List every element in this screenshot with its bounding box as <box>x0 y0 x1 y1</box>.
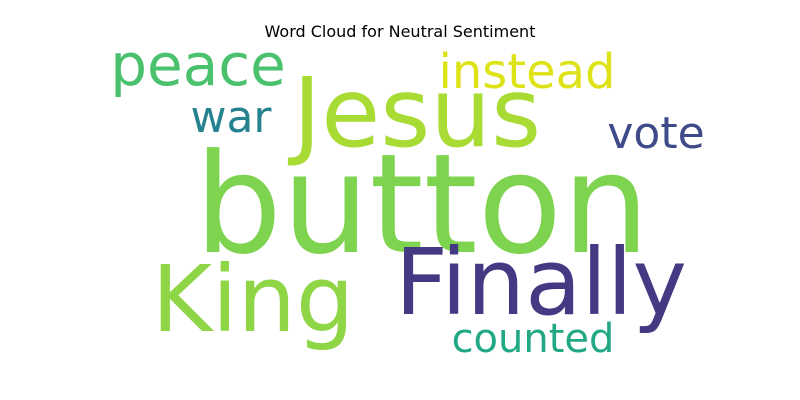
word-button: button <box>194 124 649 285</box>
figure-title: Word Cloud for Neutral Sentiment <box>264 22 536 41</box>
word-vote: vote <box>607 108 704 159</box>
word-counted: counted <box>452 316 615 362</box>
word-peace: peace <box>110 31 286 99</box>
word-war: war <box>190 92 272 143</box>
word-king: King <box>152 246 355 353</box>
word-jesus: Jesus <box>288 57 541 169</box>
word-finally: Finally <box>395 229 687 336</box>
word-instead: instead <box>439 44 616 100</box>
